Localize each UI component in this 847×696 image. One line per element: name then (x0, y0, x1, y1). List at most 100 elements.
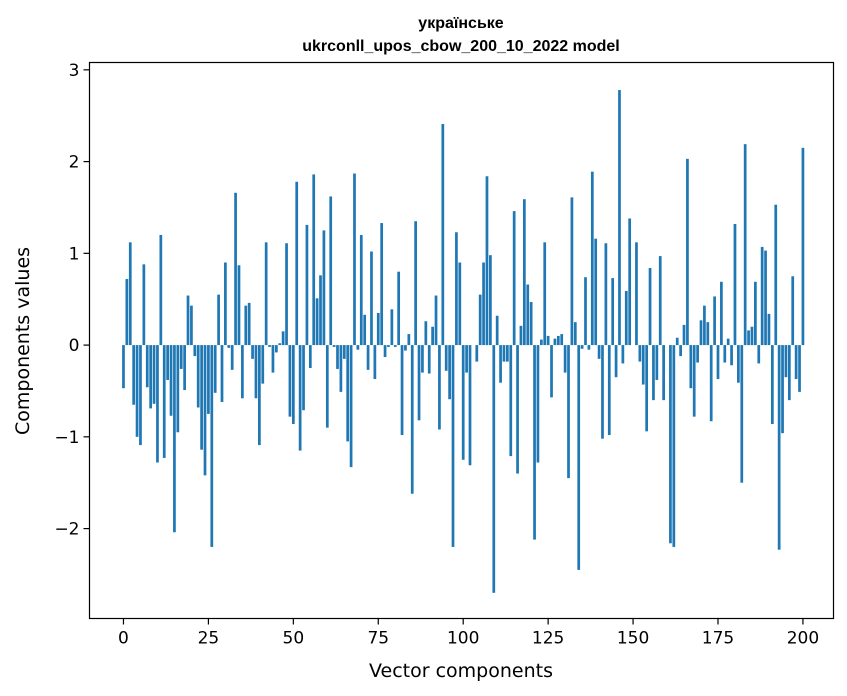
bar-178 (726, 338, 730, 346)
bar-74 (373, 345, 377, 380)
x-tick-label: 150 (617, 629, 649, 649)
bar-5 (139, 345, 142, 446)
bar-107 (485, 176, 489, 346)
bar-69 (356, 345, 360, 350)
y-axis-ticks: −2 −1 0 1 2 3 (54, 61, 90, 540)
bar-92 (434, 295, 438, 346)
bar-124 (543, 242, 547, 346)
bar-131 (567, 345, 570, 479)
bar-31 (227, 345, 231, 348)
bar-30 (224, 262, 227, 346)
bar-145 (614, 345, 618, 378)
bar-153 (641, 345, 645, 385)
bar-154 (645, 345, 649, 432)
bar-158 (658, 256, 662, 346)
bar-61 (329, 196, 333, 346)
bar-126 (550, 345, 553, 398)
bar-163 (675, 337, 679, 346)
bar-20 (190, 305, 193, 346)
x-axis-label: Vector components (369, 660, 553, 682)
bar-143 (607, 345, 611, 435)
bar-152 (638, 345, 642, 362)
chart-title-line-2: ukrconll_upos_cbow_200_10_2022 model (302, 38, 619, 55)
bar-99 (458, 262, 462, 346)
bar-128 (556, 335, 560, 346)
y-tick-label: −1 (54, 428, 79, 448)
bar-21 (193, 345, 197, 357)
bar-159 (662, 345, 665, 401)
bar-112 (502, 345, 506, 362)
bar-185 (750, 326, 754, 346)
bar-36 (244, 305, 248, 346)
bar-200 (801, 147, 805, 346)
bar-102 (468, 345, 472, 466)
bar-44 (271, 345, 275, 373)
bar-37 (247, 302, 251, 346)
bar-24 (203, 345, 207, 476)
bar-series (122, 90, 805, 593)
bar-45 (274, 345, 278, 353)
bar-8 (149, 345, 153, 409)
bar-10 (156, 345, 159, 463)
y-tick-label: 1 (69, 244, 80, 264)
x-tick-label: 0 (118, 629, 129, 649)
bar-14 (169, 345, 173, 416)
bar-80 (393, 345, 397, 347)
bar-180 (733, 223, 737, 346)
bar-13 (166, 345, 169, 380)
bar-176 (720, 281, 723, 346)
bar-98 (455, 232, 458, 346)
x-tick-label: 75 (367, 629, 389, 649)
bar-194 (781, 345, 784, 434)
bar-9 (152, 345, 156, 404)
bar-89 (424, 321, 428, 346)
bar-195 (784, 345, 788, 378)
y-tick-label: 3 (69, 61, 80, 81)
bar-127 (553, 338, 557, 346)
bar-63 (336, 345, 339, 369)
bar-66 (346, 345, 350, 442)
bar-162 (672, 345, 676, 547)
bar-28 (217, 294, 220, 346)
bar-11 (159, 234, 163, 346)
chart-title-line-1: українське (418, 15, 503, 32)
bar-122 (536, 345, 540, 463)
bar-166 (686, 158, 689, 346)
bar-181 (737, 345, 740, 383)
bar-170 (699, 320, 703, 346)
bar-73 (370, 251, 373, 346)
bar-135 (580, 345, 584, 349)
bar-64 (339, 345, 343, 392)
y-tick-label: 0 (69, 336, 80, 356)
bar-2 (128, 242, 132, 346)
bar-59 (322, 230, 326, 346)
bar-93 (438, 345, 441, 430)
bar-116 (516, 345, 519, 474)
bar-169 (696, 345, 699, 363)
bar-188 (760, 246, 764, 346)
bar-157 (655, 345, 659, 380)
bar-51 (295, 181, 299, 346)
bar-53 (302, 345, 305, 411)
bar-196 (787, 345, 791, 401)
bar-94 (441, 123, 445, 346)
bar-199 (798, 345, 801, 392)
bar-165 (682, 324, 686, 346)
bar-82 (400, 345, 404, 435)
bar-193 (777, 345, 781, 550)
bar-55 (308, 345, 312, 369)
bar-26 (210, 345, 214, 547)
bar-38 (251, 345, 254, 359)
y-axis-label: Components values (12, 247, 34, 435)
bar-109 (492, 345, 496, 593)
bar-137 (587, 345, 591, 350)
bar-171 (703, 305, 706, 346)
bar-23 (200, 345, 203, 450)
bar-186 (754, 281, 757, 346)
bar-141 (601, 345, 604, 439)
bar-79 (390, 309, 394, 346)
bar-106 (482, 262, 485, 346)
bar-121 (533, 345, 536, 540)
y-tick-label: −2 (54, 520, 79, 540)
